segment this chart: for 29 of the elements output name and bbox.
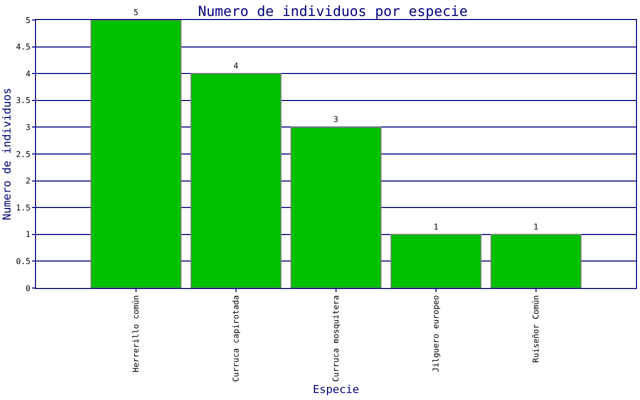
y-axis-title: Numero de individuos [0, 88, 14, 220]
chart-title: Numero de individuos por especie [198, 4, 468, 20]
data-label: 1 [534, 222, 538, 232]
bar [490, 234, 582, 288]
bar [190, 73, 282, 288]
x-axis-title: Especie [312, 383, 360, 396]
y-tick-label: 3 [26, 123, 31, 132]
y-tick-label: 0 [26, 284, 31, 293]
y-tick-label: 5 [26, 16, 31, 25]
x-tick-label: Ruiseñor Común [532, 295, 541, 363]
y-tick-label: 1.5 [16, 203, 31, 212]
data-label: 1 [434, 222, 438, 232]
y-tick-label: 2.5 [16, 150, 31, 159]
y-tick-label: 1 [26, 230, 31, 240]
x-tick-label: Curruca mosquitera [332, 295, 341, 382]
x-tick-label: Curruca capirotada [232, 295, 241, 382]
bar [290, 126, 382, 288]
y-tick-label: 4.5 [16, 42, 31, 52]
y-tick-label: 2 [26, 176, 31, 186]
x-tick-label: Herrerillo común [132, 295, 141, 372]
x-tick-label: Jilguero europeo [432, 295, 441, 372]
bar [90, 20, 182, 288]
data-label: 5 [134, 8, 138, 17]
data-label: 4 [234, 62, 238, 71]
data-label: 3 [334, 115, 338, 124]
y-tick-label: 0.5 [16, 257, 31, 266]
y-tick-label: 3.5 [16, 96, 31, 106]
bar [390, 234, 482, 288]
y-tick-label: 4 [26, 69, 31, 78]
